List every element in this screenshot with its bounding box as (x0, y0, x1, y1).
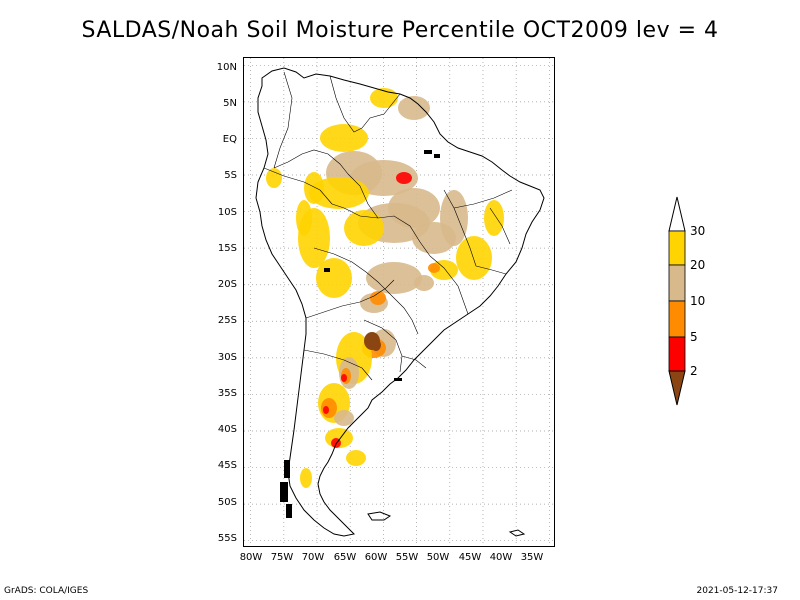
country-borders (263, 71, 513, 381)
map-title: SALDAS/Noah Soil Moisture Percentile OCT… (81, 18, 719, 43)
soil-moisture-patch (304, 172, 324, 204)
soil-moisture-patch (321, 398, 337, 418)
lon-tick-label: 65W (333, 552, 357, 563)
lat-tick-label: 20S (217, 279, 237, 290)
soil-moisture-patch (266, 168, 282, 188)
colorbar-segment-20-30 (668, 230, 686, 266)
footer-timestamp: 2021-05-12-17:37 (696, 586, 779, 596)
lon-tick-label: 40W (489, 552, 513, 563)
map-canvas (244, 58, 554, 546)
lon-tick-label: 35W (520, 552, 544, 563)
footer-credit: GrADS: COLA/IGES (4, 586, 89, 596)
soil-moisture-shading (266, 88, 504, 488)
soil-moisture-patch (296, 200, 312, 236)
lon-tick-label: 45W (458, 552, 482, 563)
colorbar-segment-5-10 (668, 300, 686, 338)
soil-moisture-patch (484, 200, 504, 236)
soil-moisture-patch (350, 160, 418, 196)
soil-moisture-patch (346, 450, 366, 466)
soil-moisture-patch (334, 410, 354, 426)
lat-tick-label: 30S (217, 352, 237, 363)
soil-moisture-patch (316, 258, 352, 298)
lakes (280, 150, 440, 518)
colorbar-label: 10 (690, 294, 706, 308)
lat-tick-label: EQ (222, 134, 237, 145)
colorbar-segment-2-5 (668, 336, 686, 372)
lon-tick-label: 60W (364, 552, 388, 563)
lat-tick-label: 15S (217, 243, 237, 254)
soil-moisture-patch (396, 172, 412, 184)
soil-moisture-patch (366, 262, 422, 294)
gridlines (244, 58, 554, 546)
lat-tick-label: 40S (217, 424, 237, 435)
lon-tick-label: 80W (239, 552, 263, 563)
soil-moisture-patch (341, 374, 347, 382)
soil-moisture-patch (320, 124, 368, 152)
lon-tick-label: 70W (301, 552, 325, 563)
lat-tick-label: 5N (223, 98, 237, 109)
colorbar-segment-10-20 (668, 264, 686, 302)
soil-moisture-patch (456, 236, 492, 280)
colorbar-label: 20 (690, 258, 706, 272)
soil-moisture-patch (371, 339, 381, 351)
soil-moisture-patch (370, 291, 386, 305)
lat-tick-label: 10N (216, 62, 237, 73)
soil-moisture-patch (414, 275, 434, 291)
soil-moisture-patch (428, 263, 440, 273)
lon-tick-label: 50W (426, 552, 450, 563)
lat-tick-label: 35S (217, 388, 237, 399)
soil-moisture-patch (344, 210, 384, 246)
lon-tick-label: 55W (395, 552, 419, 563)
coastline (255, 67, 545, 537)
colorbar-cap-below-2 (668, 370, 686, 406)
lat-tick-label: 10S (217, 207, 237, 218)
lon-tick-label: 75W (270, 552, 294, 563)
colorbar-label: 30 (690, 224, 706, 238)
colorbar-label: 2 (690, 364, 698, 378)
colorbar-legend (668, 196, 686, 406)
soil-moisture-patch (398, 96, 430, 120)
soil-moisture-patch (309, 177, 369, 209)
lat-tick-label: 5S (224, 170, 237, 181)
soil-moisture-patch (300, 468, 312, 488)
map-frame (243, 57, 555, 547)
colorbar-cap-above-30 (668, 196, 686, 232)
colorbar-label: 5 (690, 330, 698, 344)
lat-tick-label: 25S (217, 315, 237, 326)
soil-moisture-patch (323, 406, 329, 414)
lat-tick-label: 50S (217, 497, 237, 508)
lat-tick-label: 45S (217, 460, 237, 471)
lat-tick-label: 55S (217, 533, 237, 544)
soil-moisture-patch (412, 222, 456, 254)
